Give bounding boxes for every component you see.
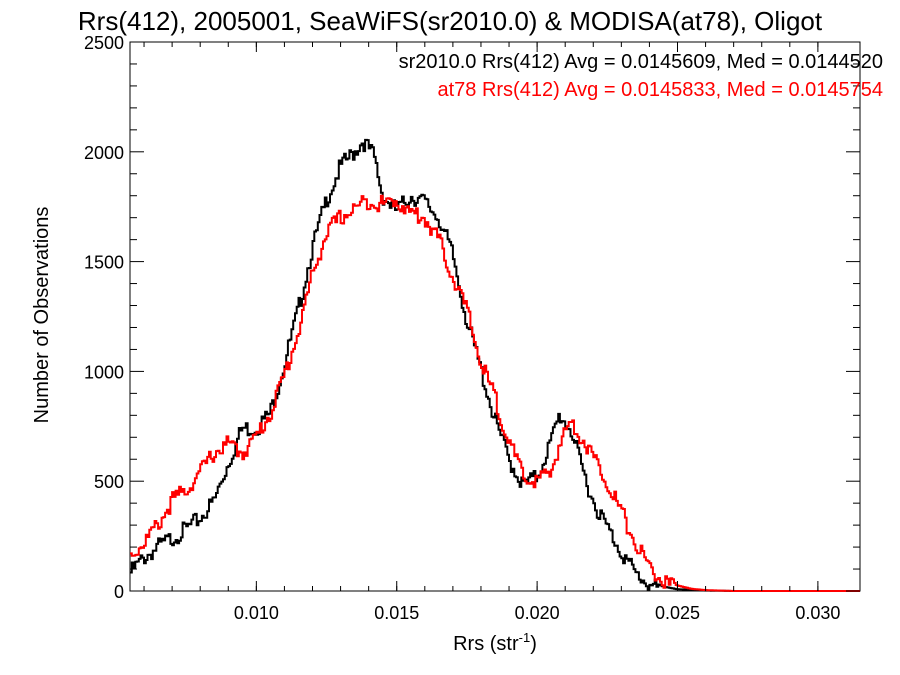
x-tick-label: 0.025: [655, 603, 700, 623]
series-group: [130, 138, 860, 592]
x-axis-label-text: Rrs (str: [453, 633, 519, 655]
y-tick-label: 1000: [84, 362, 124, 382]
legend: sr2010.0 Rrs(412) Avg = 0.0145609, Med =…: [399, 51, 883, 101]
x-tick-label: 0.020: [515, 603, 560, 623]
x-axis-label-superscript: -1: [519, 630, 531, 645]
series-line-1: [130, 194, 860, 592]
plot-frame: [129, 41, 861, 592]
series-line-0: [130, 138, 860, 592]
y-axis-label: Number of Observations: [31, 207, 53, 424]
x-axis-label-end: ): [530, 633, 537, 655]
plot-area: 0.010 0.015 0.020 0.025 0.030 0 500 1000 1500 20…: [84, 33, 861, 623]
y-tick-label: 0: [114, 582, 124, 602]
legend-entry-1: at78 Rrs(412) Avg = 0.0145833, Med = 0.0…: [437, 79, 883, 101]
y-axis: 0 500 1000 1500 2000 2500: [84, 33, 860, 602]
y-tick-label: 1500: [84, 253, 124, 273]
y-tick-label: 2500: [84, 33, 124, 53]
x-tick-label: 0.015: [374, 603, 419, 623]
y-tick-label: 2000: [84, 143, 124, 163]
x-axis: 0.010 0.015 0.020 0.025 0.030: [143, 42, 840, 623]
legend-entry-0: sr2010.0 Rrs(412) Avg = 0.0145609, Med =…: [399, 51, 883, 73]
x-tick-label: 0.010: [234, 603, 279, 623]
x-tick-label: 0.030: [795, 603, 840, 623]
x-axis-label: Rrs (str-1): [453, 630, 537, 655]
chart-title: Rrs(412), 2005001, SeaWiFS(sr2010.0) & M…: [78, 6, 823, 36]
y-tick-label: 500: [94, 472, 124, 492]
